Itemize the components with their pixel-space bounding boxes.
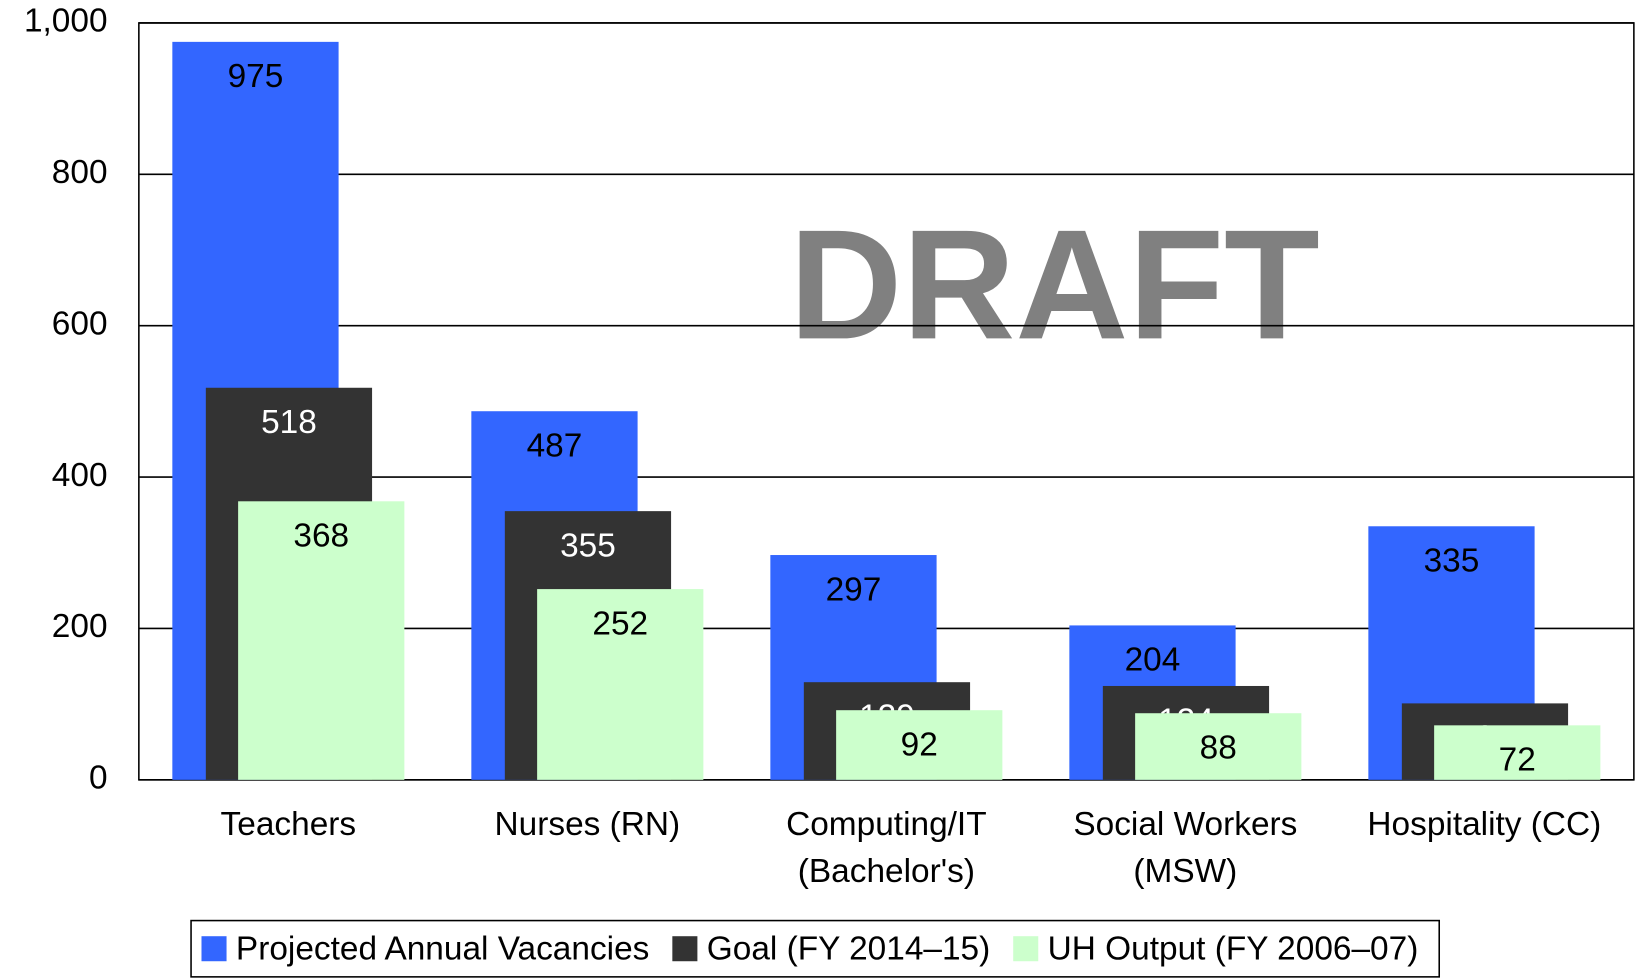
legend-label: Projected Annual Vacancies bbox=[236, 931, 649, 968]
bar bbox=[238, 501, 405, 780]
y-tick-label: 400 bbox=[52, 457, 108, 494]
y-tick-label: 800 bbox=[52, 154, 108, 191]
value-label: 335 bbox=[1424, 543, 1480, 580]
legend-box bbox=[190, 919, 1441, 978]
x-tick-label-box: Hospitality (CC) bbox=[1367, 804, 1602, 843]
value-label: 204 bbox=[1125, 642, 1181, 679]
x-tick-label: Social Workers (MSW) bbox=[1073, 804, 1298, 890]
y-tick-label: 1,000 bbox=[24, 3, 108, 40]
legend-label: Goal (FY 2014–15) bbox=[707, 931, 990, 968]
x-tick-label: Nurses (RN) bbox=[494, 804, 681, 843]
x-tick-label: Teachers bbox=[220, 804, 357, 843]
value-label: 975 bbox=[228, 58, 284, 95]
x-tick-label-box: Nurses (RN) bbox=[494, 804, 681, 843]
x-tick-label-box: Teachers bbox=[220, 804, 357, 843]
x-tick-label: Computing/IT (Bachelor's) bbox=[786, 804, 987, 890]
value-label: 355 bbox=[560, 527, 616, 564]
value-label: 487 bbox=[527, 428, 583, 465]
value-label: 252 bbox=[592, 605, 648, 642]
value-label: 518 bbox=[261, 404, 317, 441]
y-tick-label: 200 bbox=[52, 608, 108, 645]
y-tick-label: 600 bbox=[52, 306, 108, 343]
legend-swatch bbox=[201, 936, 227, 962]
bar bbox=[1434, 725, 1601, 780]
value-label: 88 bbox=[1200, 730, 1237, 767]
x-tick-label-box: Computing/IT (Bachelor's) bbox=[786, 804, 987, 890]
x-tick-label: Hospitality (CC) bbox=[1367, 804, 1602, 843]
watermark: DRAFT bbox=[789, 198, 1320, 373]
bar bbox=[1135, 713, 1302, 780]
value-label: 297 bbox=[826, 571, 882, 608]
legend-swatch bbox=[672, 936, 698, 962]
value-label: 368 bbox=[293, 518, 349, 555]
legend-swatch bbox=[1013, 936, 1039, 962]
bar bbox=[537, 589, 704, 780]
value-label: 72 bbox=[1499, 742, 1536, 779]
value-label: 92 bbox=[901, 727, 938, 764]
bar bbox=[836, 710, 1003, 780]
y-tick-label: 0 bbox=[89, 760, 108, 797]
legend-label: UH Output (FY 2006–07) bbox=[1048, 931, 1419, 968]
x-tick-label-box: Social Workers (MSW) bbox=[1073, 804, 1298, 890]
